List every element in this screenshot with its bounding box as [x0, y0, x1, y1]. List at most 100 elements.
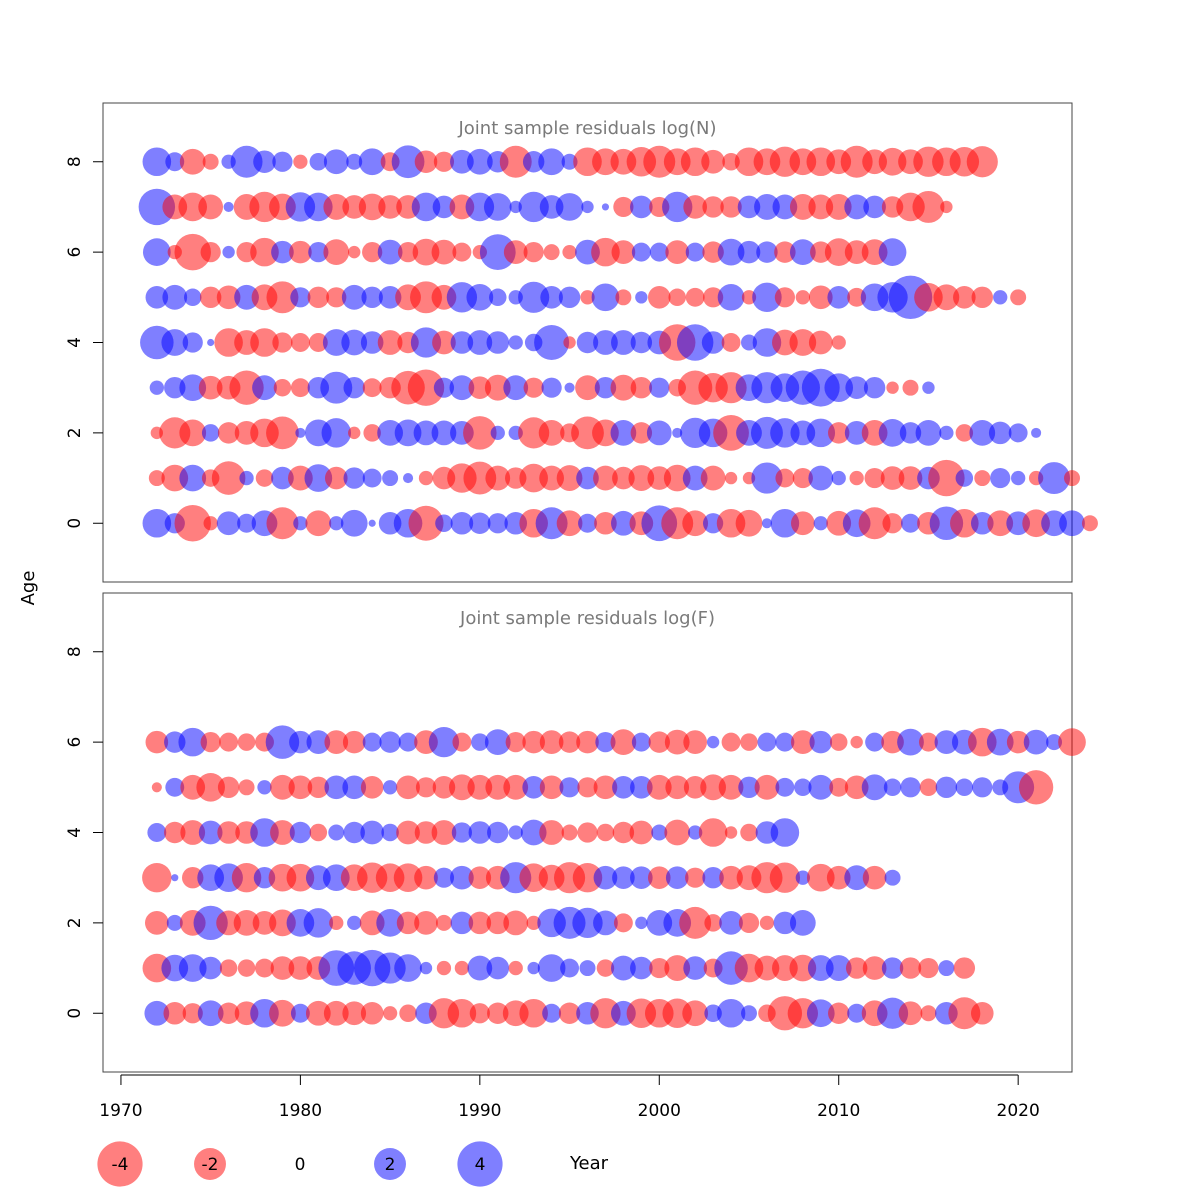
residual-bubble	[594, 376, 617, 399]
residual-bubble	[378, 195, 402, 219]
residual-bubble	[752, 328, 782, 357]
residual-bubble	[542, 1003, 562, 1023]
residual-bubble	[591, 237, 620, 267]
y-tick-label: 4	[65, 827, 85, 838]
residual-bubble	[613, 913, 633, 933]
residual-bubble	[179, 374, 207, 402]
residual-bubble	[469, 1003, 490, 1024]
residual-bubble	[664, 729, 690, 755]
residual-bubble	[827, 286, 851, 309]
residual-bubble	[955, 469, 974, 487]
residual-bubble	[161, 329, 189, 356]
residual-bubble	[1018, 770, 1054, 805]
residual-bubble	[307, 776, 330, 799]
residual-bubble	[414, 821, 438, 844]
residual-bubble	[382, 1006, 398, 1021]
residual-bubble	[534, 324, 570, 361]
residual-bubble	[485, 465, 511, 491]
residual-bubble	[688, 825, 703, 840]
residual-bubble	[360, 776, 384, 799]
residual-bubble	[527, 961, 540, 975]
residual-bubble	[665, 775, 690, 800]
residual-bubble	[433, 151, 455, 172]
residual-bubble	[612, 776, 635, 799]
residual-bubble	[290, 1003, 310, 1023]
residual-bubble	[508, 960, 523, 976]
residual-bubble	[145, 730, 169, 754]
residual-bubble	[824, 238, 853, 266]
residual-bubble	[216, 511, 241, 536]
residual-bubble	[309, 152, 328, 171]
residual-bubble	[558, 286, 581, 309]
residual-bubble	[770, 418, 800, 448]
residual-bubble	[469, 512, 491, 534]
residual-bubble	[719, 865, 743, 890]
residual-bubble	[289, 821, 312, 844]
residual-bubble	[407, 369, 445, 406]
residual-bubble	[966, 146, 998, 178]
residual-bubble	[250, 328, 279, 357]
residual-bubble	[761, 518, 772, 529]
residual-bubble	[270, 820, 295, 845]
panel-2: Joint sample residuals log(F) 0 2 4 6 8	[65, 592, 1086, 1073]
residual-bubble	[630, 376, 653, 399]
residual-bubble	[672, 427, 683, 438]
residual-bubble	[451, 822, 472, 843]
residual-bubble	[878, 238, 907, 266]
residual-bubble	[539, 465, 564, 491]
legend: -4 -2 0 2 4 Year	[97, 1141, 609, 1187]
residual-bubble	[450, 911, 474, 935]
residual-bubble	[272, 332, 293, 353]
residual-bubble	[433, 867, 455, 888]
residual-bubble	[289, 730, 312, 754]
residual-bubble	[382, 470, 399, 487]
residual-bubble	[362, 732, 382, 752]
residual-bubble	[490, 425, 505, 441]
residual-bubble	[592, 148, 619, 176]
residual-bubble	[772, 194, 798, 220]
residual-bubble	[174, 505, 211, 542]
residual-bubble	[450, 511, 474, 535]
residual-bubble	[499, 145, 532, 178]
residual-bubble	[207, 338, 215, 347]
residual-bubble	[360, 1001, 384, 1025]
residual-bubble	[734, 953, 764, 983]
residual-bubble	[222, 245, 235, 259]
residual-bubble	[216, 910, 241, 936]
residual-bubble	[229, 370, 264, 405]
residual-bubble	[702, 241, 724, 263]
residual-bubble	[610, 419, 637, 446]
residual-bubble	[322, 329, 350, 356]
residual-bubble	[450, 865, 474, 890]
residual-bubble	[683, 776, 707, 799]
residual-bubble	[323, 194, 350, 220]
residual-bubble	[414, 911, 438, 935]
residual-bubble	[806, 863, 835, 892]
residual-bubble	[849, 470, 864, 486]
residual-bubble	[683, 956, 708, 980]
residual-bubble	[217, 821, 240, 844]
residual-bubble	[789, 194, 816, 220]
residual-bubble	[1006, 730, 1030, 754]
residual-bubble	[610, 374, 637, 401]
residual-bubble	[718, 774, 744, 800]
residual-bubble	[431, 820, 457, 845]
residual-bubble	[824, 373, 854, 402]
residual-bubble	[649, 957, 670, 979]
residual-bubble	[216, 285, 241, 310]
residual-bubble	[346, 153, 363, 170]
residual-bubble	[828, 1002, 850, 1024]
residual-bubble	[304, 464, 333, 492]
residual-bubble	[795, 290, 810, 305]
residual-bubble	[238, 779, 255, 796]
residual-bubble	[884, 869, 901, 886]
residual-bubble	[770, 508, 800, 538]
residual-bubble	[649, 377, 670, 398]
residual-bubble	[413, 420, 439, 446]
residual-bubble	[611, 240, 636, 264]
residual-bubble	[806, 418, 836, 448]
residual-bubble	[223, 201, 234, 212]
residual-bubble	[955, 424, 974, 442]
residual-bubble	[572, 907, 603, 939]
residual-bubble	[198, 375, 223, 400]
